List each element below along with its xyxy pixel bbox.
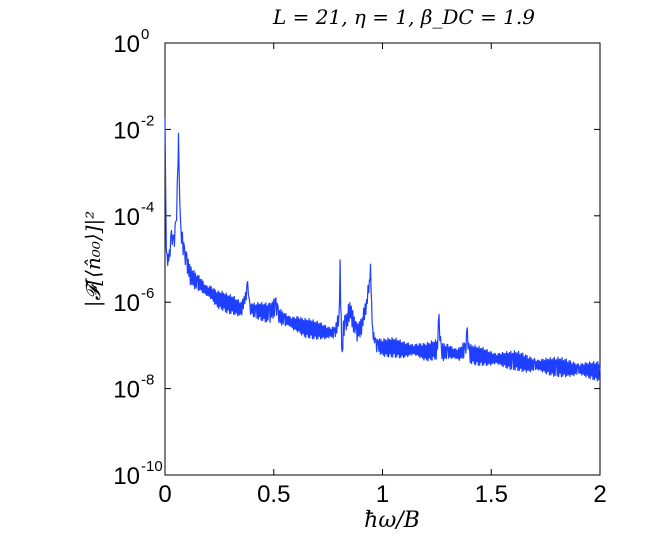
y-tick-base: 10 <box>113 290 140 317</box>
y-tick-label: 10 -6 <box>113 285 154 317</box>
y-tick-label: 10 -4 <box>113 199 154 231</box>
y-tick-base: 10 <box>113 204 140 231</box>
x-tick-label: 0 <box>158 481 171 508</box>
y-tick-exponent: -4 <box>141 199 154 216</box>
x-tick-label: 1 <box>376 481 389 508</box>
x-tick-label: 2 <box>593 481 606 508</box>
y-tick-base: 10 <box>113 117 140 144</box>
y-tick-exponent: -6 <box>141 285 154 302</box>
series-line <box>164 117 601 382</box>
y-tick-label: 10 -2 <box>113 112 154 144</box>
y-tick-exponent: -8 <box>141 372 154 389</box>
y-tick-exponent: 0 <box>141 26 149 43</box>
y-tick-base: 10 <box>113 377 140 404</box>
y-tick-base: 10 <box>113 31 140 58</box>
x-axis-label: ħω/B <box>364 508 420 533</box>
y-axis-label: |𝓕[⟨n̂₀₀⟩]|² <box>81 211 106 307</box>
plot-frame <box>164 42 601 476</box>
y-tick-label: 10 -8 <box>113 372 154 404</box>
x-tick-label: 0.5 <box>257 481 290 508</box>
y-tick-base: 10 <box>113 463 140 490</box>
y-tick-exponent: -10 <box>141 458 163 475</box>
chart-title: L = 21, η = 1, β_DC = 1.9 <box>272 5 535 29</box>
x-tick-label: 1.5 <box>475 481 508 508</box>
y-tick-label: 10 0 <box>113 26 149 58</box>
y-tick-exponent: -2 <box>141 112 154 129</box>
y-tick-label: 10 -10 <box>113 458 162 490</box>
